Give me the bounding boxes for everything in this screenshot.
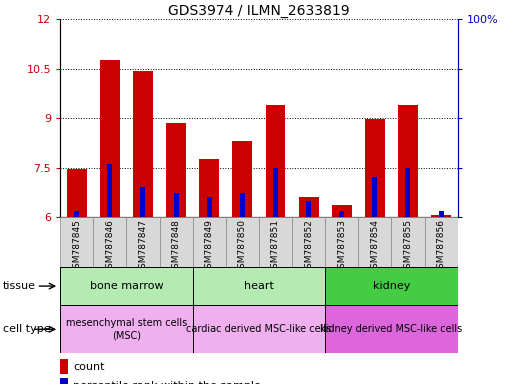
Bar — [107, 164, 112, 217]
Bar — [332, 205, 351, 217]
Bar — [60, 267, 192, 305]
Bar — [299, 197, 319, 217]
Bar — [425, 217, 458, 267]
Bar — [60, 359, 69, 374]
Bar — [398, 105, 418, 217]
Bar — [192, 217, 226, 267]
Bar — [325, 305, 458, 353]
Text: mesenchymal stem cells
(MSC): mesenchymal stem cells (MSC) — [66, 318, 187, 340]
Bar — [100, 60, 120, 217]
Text: GSM787848: GSM787848 — [172, 220, 180, 274]
Text: GSM787853: GSM787853 — [337, 220, 346, 275]
Text: GSM787849: GSM787849 — [204, 220, 214, 274]
Bar — [325, 217, 358, 267]
Text: GSM787850: GSM787850 — [238, 220, 247, 275]
Bar — [207, 197, 212, 217]
Bar — [60, 217, 93, 267]
Text: GSM787851: GSM787851 — [271, 220, 280, 275]
Bar — [259, 217, 292, 267]
Text: cell type: cell type — [3, 324, 50, 334]
Text: bone marrow: bone marrow — [89, 281, 163, 291]
Bar — [365, 119, 385, 217]
Bar — [306, 201, 311, 217]
Bar — [60, 379, 69, 384]
Text: heart: heart — [244, 281, 274, 291]
Title: GDS3974 / ILMN_2633819: GDS3974 / ILMN_2633819 — [168, 4, 350, 18]
Text: GSM787847: GSM787847 — [139, 220, 147, 274]
Bar — [133, 71, 153, 217]
Text: GSM787852: GSM787852 — [304, 220, 313, 274]
Bar — [358, 217, 391, 267]
Text: kidney derived MSC-like cells: kidney derived MSC-like cells — [320, 324, 462, 334]
Bar — [160, 217, 192, 267]
Text: GSM787846: GSM787846 — [105, 220, 115, 274]
Bar — [67, 169, 87, 217]
Text: count: count — [73, 362, 105, 372]
Text: GSM787855: GSM787855 — [403, 220, 413, 275]
Bar — [174, 193, 178, 217]
Text: GSM787854: GSM787854 — [370, 220, 379, 274]
Bar — [74, 211, 79, 217]
Bar — [405, 167, 411, 217]
Bar — [127, 217, 160, 267]
Bar — [273, 167, 278, 217]
Bar — [372, 177, 377, 217]
Bar — [60, 305, 192, 353]
Bar — [232, 141, 252, 217]
Text: cardiac derived MSC-like cells: cardiac derived MSC-like cells — [186, 324, 332, 334]
Text: tissue: tissue — [3, 281, 36, 291]
Text: kidney: kidney — [373, 281, 410, 291]
Bar — [226, 217, 259, 267]
Text: GSM787856: GSM787856 — [437, 220, 446, 275]
Bar — [199, 159, 219, 217]
Bar — [325, 267, 458, 305]
Bar — [292, 217, 325, 267]
Bar — [339, 211, 344, 217]
Text: percentile rank within the sample: percentile rank within the sample — [73, 381, 261, 384]
Bar — [439, 211, 444, 217]
Bar — [192, 267, 325, 305]
Bar — [166, 123, 186, 217]
Bar — [431, 215, 451, 217]
Bar — [391, 217, 425, 267]
Bar — [141, 187, 145, 217]
Bar — [266, 105, 286, 217]
Bar — [240, 193, 245, 217]
Bar — [192, 305, 325, 353]
Bar — [93, 217, 127, 267]
Text: GSM787845: GSM787845 — [72, 220, 81, 274]
